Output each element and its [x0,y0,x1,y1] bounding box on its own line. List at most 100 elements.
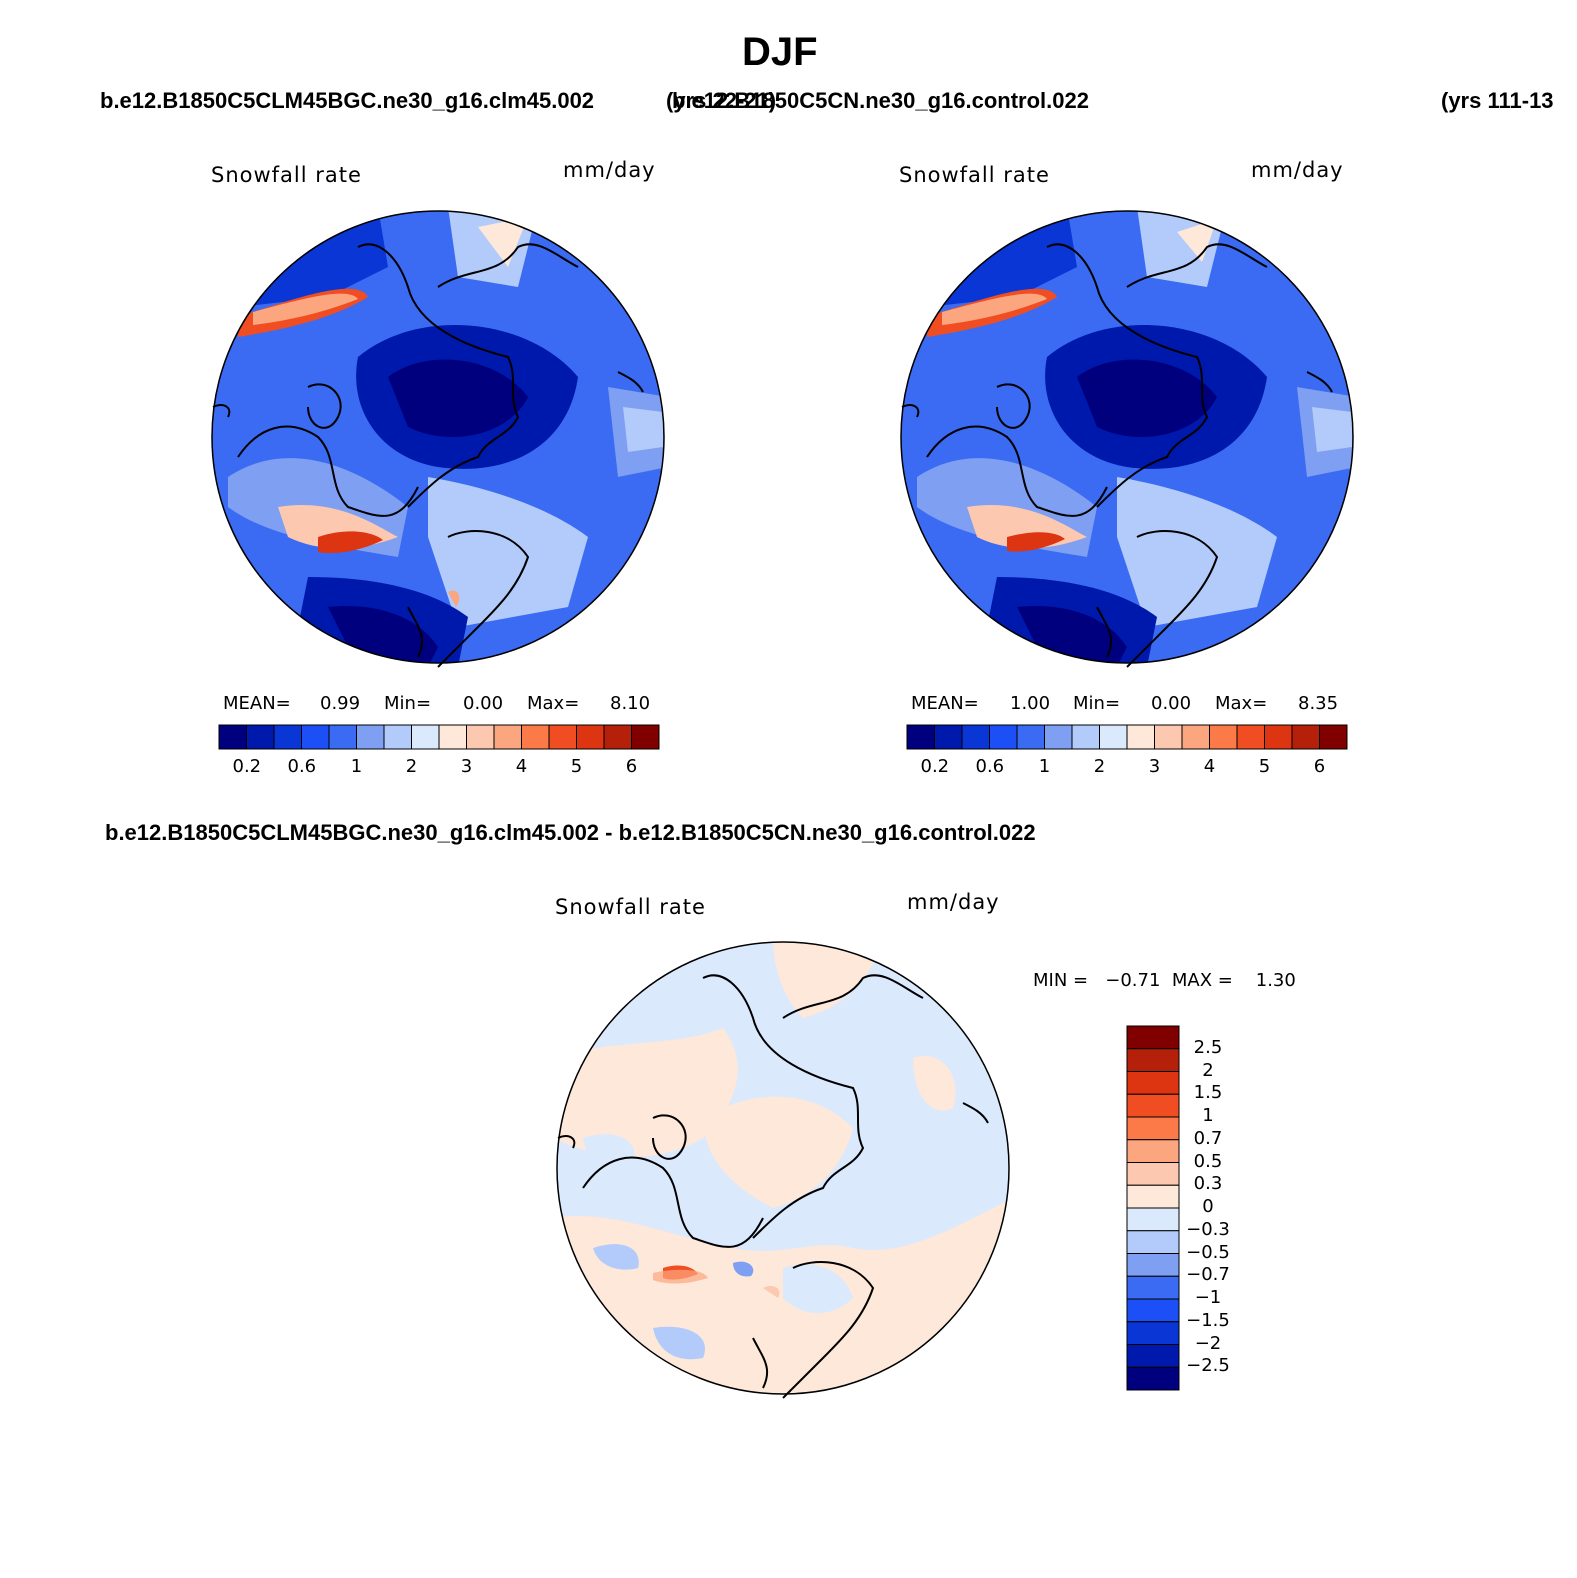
colorbar-swatch [1126,1298,1180,1323]
years-left: (yrs 22-21) [666,88,777,113]
colorbar-swatch [411,724,440,750]
colorbar-tick-label: −0.5 [1186,1241,1230,1263]
colorbar-swatch [1126,1025,1180,1050]
colorbar-swatch [1016,724,1045,750]
colorbar-tick-label: 0.5 [1193,1150,1223,1172]
panel2-polar-map [900,210,1354,668]
diff-units-label: mm/day [907,890,1000,914]
colorbar-swatch [328,724,357,750]
colorbar-tick-label: 4 [515,756,528,777]
colorbar-swatch [631,724,660,750]
colorbar-tick-label: −2 [1194,1332,1222,1354]
panel1-min-label: Min= [384,693,432,714]
panel2-units-label: mm/day [1251,158,1344,182]
panel2-colorbar [906,724,1348,750]
colorbar-tick-label: 6 [625,756,638,777]
colorbar-swatch [1126,1071,1180,1095]
colorbar-tick-label: 1 [350,756,363,777]
colorbar-tick-label: −1.5 [1186,1309,1230,1331]
colorbar-swatch [493,724,522,750]
colorbar-tick-label: 0.6 [287,756,317,777]
colorbar-swatch [218,724,247,750]
colorbar-swatch [548,724,577,750]
colorbar-swatch [1126,1321,1180,1345]
colorbar-tick-label: 0.2 [232,756,262,777]
colorbar-tick-label: 6 [1313,756,1326,777]
colorbar-tick-label: 0 [1202,1196,1214,1217]
case-name-left: b.e12.B1850C5CLM45BGC.ne30_g16.clm45.002 [100,88,595,113]
panel2-mean-label: MEAN= [911,693,979,714]
colorbar-tick-label: 2 [1202,1059,1214,1081]
colorbar-swatch [906,724,935,750]
panel2-min-label: Min= [1073,693,1121,714]
colorbar-swatch [1319,724,1348,750]
colorbar-swatch [1126,724,1155,750]
colorbar-swatch [1264,724,1293,750]
colorbar-swatch [1291,724,1320,750]
colorbar-swatch [1126,1139,1180,1163]
panel1-max-label: Max= [527,693,580,714]
colorbar-swatch [1236,724,1265,750]
colorbar-swatch [1126,1253,1180,1277]
diff-variable-label: Snowfall rate [555,895,706,919]
panel1-polar-map [211,210,665,668]
diff-polar-map [556,941,1010,1399]
colorbar-swatch [1126,1116,1180,1141]
colorbar-tick-label: 2 [405,756,418,777]
diff-title: b.e12.B1850C5CLM45BGC.ne30_g16.clm45.002… [105,820,1036,845]
colorbar-swatch [301,724,330,750]
colorbar-tick-label: 3 [460,756,473,777]
colorbar-tick-label: 1.5 [1193,1082,1223,1104]
colorbar-tick-label: 0.7 [1193,1127,1223,1149]
colorbar-tick-label: −0.7 [1186,1264,1230,1286]
panel1-min-value: 0.00 [463,693,504,714]
colorbar-tick-label: 2 [1093,756,1106,777]
panel1-max-value: 8.10 [610,693,651,714]
colorbar-swatch [1126,1048,1180,1072]
panel2-min-value: 0.00 [1151,693,1192,714]
colorbar-tick-label: 0.2 [920,756,950,777]
panel1-mean-value: 0.99 [320,693,361,714]
colorbar-tick-label: 1 [1038,756,1051,777]
colorbar-swatch [1154,724,1183,750]
panel2-max-value: 8.35 [1298,693,1339,714]
colorbar-swatch [1099,724,1128,750]
colorbar-tick-label: −2.5 [1186,1355,1230,1377]
colorbar-tick-label: 3 [1148,756,1161,777]
colorbar-swatch [356,724,385,750]
colorbar-swatch [1126,1207,1180,1232]
panel1-colorbar [218,724,660,750]
colorbar-swatch [1181,724,1210,750]
colorbar-swatch [1126,1366,1180,1391]
case-name-right: b.e12.B1850C5CN.ne30_g16.control.022 [672,88,1089,113]
colorbar-tick-label: 1 [1202,1105,1214,1126]
colorbar-swatch [1126,1093,1180,1118]
colorbar-swatch [603,724,632,750]
diff-colorbar [1126,1025,1180,1391]
panel2-mean-value: 1.00 [1010,693,1051,714]
panel1-units-label: mm/day [563,158,656,182]
colorbar-swatch [1071,724,1100,750]
panel2-max-label: Max= [1215,693,1268,714]
colorbar-swatch [1044,724,1073,750]
panel1-mean-label: MEAN= [223,693,291,714]
colorbar-tick-label: 0.6 [975,756,1005,777]
colorbar-swatch [1126,1275,1180,1300]
colorbar-tick-label: 0.3 [1193,1173,1223,1195]
colorbar-swatch [383,724,412,750]
colorbar-tick-label: −0.3 [1186,1218,1230,1240]
colorbar-swatch [989,724,1018,750]
colorbar-tick-label: −1 [1194,1287,1222,1308]
colorbar-swatch [1209,724,1238,750]
colorbar-swatch [438,724,467,750]
colorbar-swatch [1126,1162,1180,1186]
years-right: (yrs 111-13 [1441,88,1554,113]
colorbar-swatch [466,724,495,750]
panel1-variable-label: Snowfall rate [211,163,362,187]
colorbar-tick-label: 5 [1258,756,1271,777]
diff-minmax: MIN = −0.71 MAX = 1.30 [1033,970,1296,991]
colorbar-swatch [521,724,550,750]
colorbar-swatch [1126,1230,1180,1254]
colorbar-swatch [934,724,963,750]
page-title: DJF [742,30,818,74]
